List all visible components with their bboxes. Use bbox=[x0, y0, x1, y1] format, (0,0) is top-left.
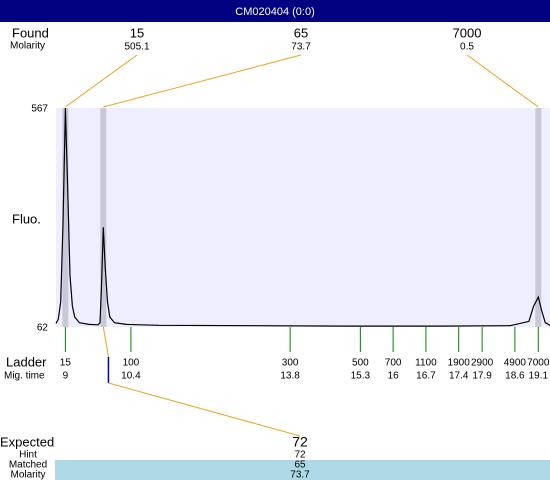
expected-connector bbox=[108, 382, 301, 437]
found-connector bbox=[103, 54, 302, 108]
ladder-time: 18.6 bbox=[505, 371, 525, 382]
ladder-time: 15.3 bbox=[351, 371, 371, 382]
found-molarity: 0.5 bbox=[460, 42, 474, 53]
peak-band bbox=[100, 108, 107, 327]
ladder-time: 17.9 bbox=[472, 371, 492, 382]
peak-band bbox=[62, 108, 69, 327]
found-label: Found bbox=[12, 25, 49, 40]
y-tick-label: 62 bbox=[37, 323, 49, 334]
peak-band bbox=[535, 108, 542, 327]
ladder-time: 16 bbox=[388, 371, 400, 382]
trace bbox=[55, 107, 550, 327]
found-sublabel: Molarity bbox=[10, 41, 45, 52]
found-molarity: 505.1 bbox=[124, 42, 149, 53]
row-label: Expected bbox=[0, 434, 54, 449]
row-label: Matched bbox=[9, 460, 47, 471]
found-size: 65 bbox=[294, 25, 308, 40]
found-connector bbox=[65, 54, 138, 108]
ladder-time: 13.8 bbox=[280, 371, 300, 382]
match-connector bbox=[102, 326, 109, 358]
ladder-label: Ladder bbox=[6, 354, 47, 369]
found-size: 15 bbox=[130, 25, 144, 40]
row-value: 72 bbox=[292, 434, 308, 450]
row-value: 65 bbox=[294, 460, 306, 471]
ladder-sublabel: Mig. time bbox=[4, 371, 45, 382]
title-bar bbox=[0, 0, 550, 22]
ladder-time: 17.4 bbox=[449, 371, 469, 382]
found-molarity: 73.7 bbox=[291, 42, 311, 53]
y-tick-label: 567 bbox=[31, 104, 48, 115]
ladder-size: 1100 bbox=[415, 358, 437, 369]
ladder-size: 700 bbox=[385, 358, 402, 369]
matched-band bbox=[55, 460, 550, 480]
ladder-time: 16.7 bbox=[416, 371, 436, 382]
plot-area bbox=[56, 108, 550, 327]
row-label: Molarity bbox=[10, 470, 45, 480]
ladder-size: 15 bbox=[60, 358, 72, 369]
ladder-size: 100 bbox=[123, 358, 140, 369]
ladder-size: 1900 bbox=[448, 358, 471, 369]
found-size: 7000 bbox=[453, 25, 482, 40]
row-label: Hint bbox=[19, 450, 37, 461]
chart-title: CM020404 (0:0) bbox=[235, 6, 315, 18]
ladder-size: 7000 bbox=[527, 358, 550, 369]
ladder-size: 500 bbox=[352, 358, 369, 369]
ladder-time: 10.4 bbox=[121, 371, 141, 382]
row-value: 72 bbox=[294, 450, 306, 461]
ladder-size: 2900 bbox=[471, 358, 494, 369]
y-axis-label: Fluo. bbox=[12, 211, 41, 226]
ladder-size: 300 bbox=[282, 358, 299, 369]
ladder-time: 19.1 bbox=[529, 371, 549, 382]
ladder-time: 9 bbox=[63, 371, 69, 382]
row-value: 73.7 bbox=[290, 470, 310, 480]
ladder-size: 4900 bbox=[504, 358, 527, 369]
found-connector bbox=[466, 54, 539, 108]
